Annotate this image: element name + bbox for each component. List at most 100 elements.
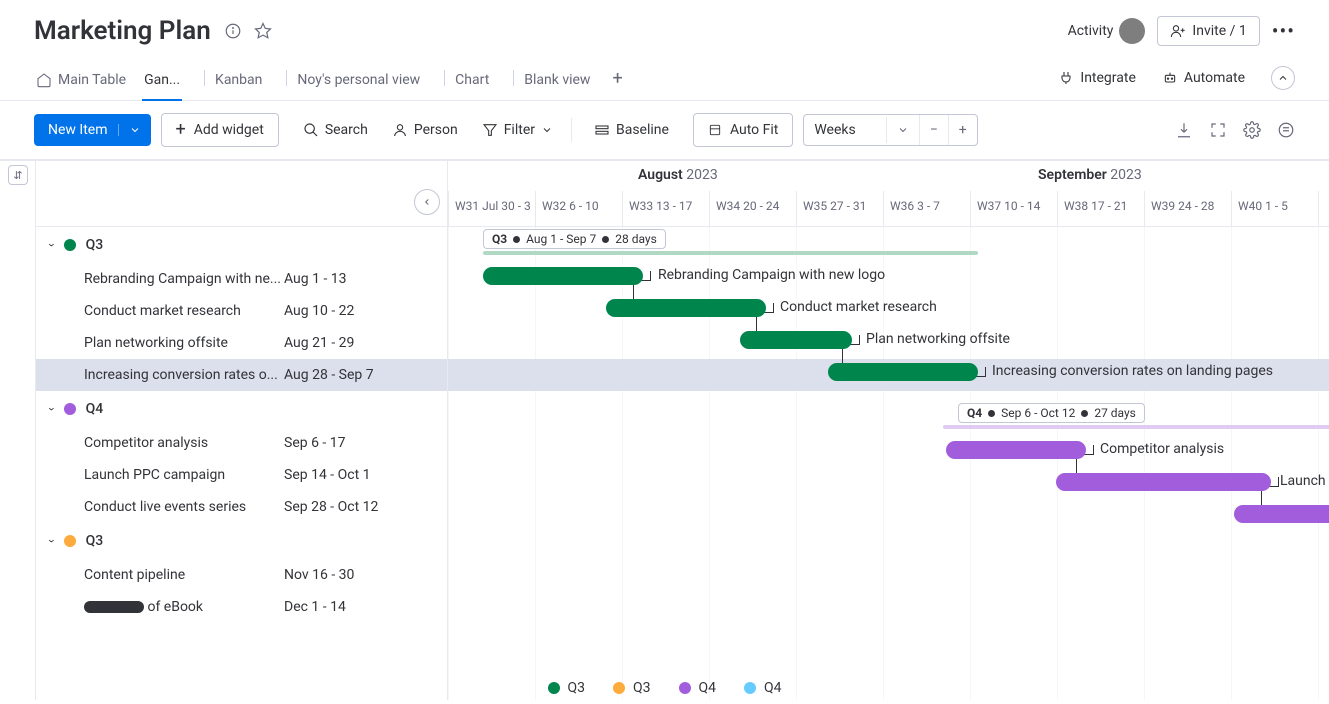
fullscreen-icon[interactable] [1209,121,1227,139]
gantt-bar-label: Launch PPC C [1280,473,1329,489]
tab-kanban[interactable]: Kanban [213,66,264,100]
add-widget-button[interactable]: + Add widget [161,113,279,147]
more-menu-icon[interactable]: ••• [1272,19,1295,43]
tab-personal-view[interactable]: Noy's personal view [295,66,422,100]
download-icon[interactable] [1175,121,1193,139]
tab-gantt[interactable]: Gan... [142,66,182,100]
task-date: Aug 1 - 13 [284,271,347,287]
task-name: Launch PPC campaign [84,467,284,483]
gantt-bar-label: Plan networking offsite [866,331,1010,347]
filter-button[interactable]: Filter [482,122,553,138]
chevron-down-icon: › [45,407,59,411]
search-button[interactable]: Search [303,122,368,138]
week-header: W39 24 - 28 [1144,191,1231,226]
legend-item[interactable]: Q4 [679,680,717,696]
avatar [1119,18,1145,44]
plug-icon [1058,70,1074,86]
chevron-down-icon[interactable] [886,117,919,143]
gantt-bar[interactable] [828,363,978,381]
gantt-bar[interactable] [946,441,1086,459]
gantt-bar[interactable] [483,267,643,285]
zoom-out-button[interactable]: − [919,115,948,145]
legend-item[interactable]: Q4 [744,680,782,696]
add-view-button[interactable]: + [612,68,622,99]
baseline-button[interactable]: Baseline [594,122,669,138]
new-item-button[interactable]: New Item [34,114,151,146]
scale-label[interactable]: Weeks [804,115,885,145]
task-name: Rebranding Campaign with ne... [84,271,284,287]
gantt-bar-label: Conduct market research [780,299,937,315]
task-row[interactable]: Increasing conversion rates o...Aug 28 -… [36,359,447,391]
task-row[interactable]: Competitor analysisSep 6 - 17 [36,427,447,459]
task-row[interactable]: Content pipelineNov 16 - 30 [36,559,447,591]
legend-item[interactable]: Q3 [548,680,586,696]
integrate-button[interactable]: Integrate [1058,70,1136,86]
person-icon [392,122,408,138]
task-name: Conduct live events series [84,499,284,515]
task-row[interactable]: Launch PPC campaignSep 14 - Oct 1 [36,459,447,491]
week-header: W33 13 - 17 [622,191,709,226]
gantt-bar[interactable] [740,331,852,349]
autofit-button[interactable]: Auto Fit [693,113,793,147]
chat-icon[interactable] [1277,121,1295,139]
task-date: Sep 14 - Oct 1 [284,467,371,483]
legend-dot [679,682,691,694]
group-summary-tooltip: Q4Sep 6 - Oct 1227 days [958,403,1145,423]
plus-icon: + [176,123,186,137]
week-header: W37 10 - 14 [970,191,1057,226]
gantt-bar-label: Rebranding Campaign with new logo [658,267,885,283]
group-color-dot [64,239,76,251]
week-header: W38 17 - 21 [1057,191,1144,226]
task-date: Aug 28 - Sep 7 [284,367,374,383]
group-row[interactable]: › Q3 [36,227,447,263]
gantt-bar[interactable] [606,299,766,317]
board-title: Marketing Plan [34,16,211,46]
gantt-bar[interactable] [1234,505,1329,523]
sidebar-collapse-button[interactable] [414,189,440,215]
task-row[interactable]: Plan networking offsiteAug 21 - 29 [36,327,447,359]
person-filter-button[interactable]: Person [392,122,458,138]
star-icon[interactable] [253,21,273,41]
task-name: Competitor analysis [84,435,284,451]
group-name: Q3 [86,533,104,549]
legend-item[interactable]: Q3 [613,680,651,696]
tab-chart[interactable]: Chart [453,66,491,100]
task-name: Content pipeline [84,567,284,583]
sidebar-collapse-toggle[interactable]: ⇵ [8,165,28,185]
collapse-header-button[interactable] [1271,66,1295,90]
task-name: Plan networking offsite [84,335,284,351]
group-row[interactable]: › Q4 [36,391,447,427]
group-name: Q4 [86,401,104,417]
tab-blank-view[interactable]: Blank view [522,66,592,100]
task-row[interactable]: Conduct live events seriesSep 28 - Oct 1… [36,491,447,523]
group-name: Q3 [86,237,104,253]
task-name: Increasing conversion rates o... [84,367,284,383]
info-icon[interactable] [223,21,243,41]
group-summary-line [483,251,978,255]
group-row[interactable]: ›Q3 [36,523,447,559]
group-color-dot [64,535,76,547]
task-row[interactable]: Conduct market researchAug 10 - 22 [36,295,447,327]
automate-button[interactable]: Automate [1162,70,1245,86]
week-header: W31 Jul 30 - 3 [448,191,535,226]
task-row[interactable]: of eBookDec 1 - 14 [36,591,447,623]
chevron-down-icon[interactable] [118,124,141,136]
search-icon [303,122,319,138]
chevron-down-icon: › [45,243,59,247]
invite-button[interactable]: Invite / 1 [1157,16,1259,46]
task-row[interactable]: Rebranding Campaign with ne...Aug 1 - 13 [36,263,447,295]
legend-label: Q3 [633,680,651,696]
gantt-bar[interactable] [1056,473,1271,491]
task-date: Nov 16 - 30 [284,567,354,583]
tab-main-table[interactable]: Main Table [34,66,128,100]
scale-selector[interactable]: Weeks − + [803,114,977,146]
activity-button[interactable]: Activity [1068,18,1146,44]
gantt-bar-label: Increasing conversion rates on landing p… [992,363,1273,379]
zoom-in-button[interactable]: + [948,115,977,145]
settings-icon[interactable] [1243,121,1261,139]
week-header: W36 3 - 7 [883,191,970,226]
invite-label: Invite / 1 [1192,23,1246,39]
legend-dot [548,682,560,694]
week-header: W32 6 - 10 [535,191,622,226]
legend-dot [744,682,756,694]
